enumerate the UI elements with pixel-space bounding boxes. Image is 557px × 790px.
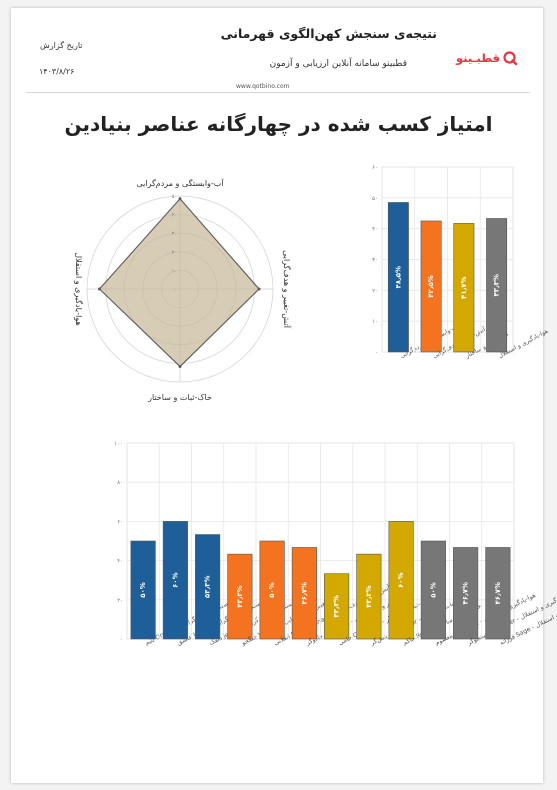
bar [388,521,414,640]
bar-data-label: ۴۳٫۳% [236,585,244,607]
y-tick-label: ۳۰ [372,258,378,264]
bar-data-label: ۵۳٫۳% [204,576,212,598]
bar-data-label: ۴۲٫۵% [427,275,435,297]
bar [195,534,221,640]
bar [453,547,479,640]
y-tick-label: ۰ [375,350,378,356]
bar [387,202,409,353]
radar-tick-label: ۴۰ [172,213,177,219]
brand-logo: قطبـینو [456,49,518,67]
bar-data-label: ۵۰% [268,582,276,598]
report-subtitle: قطبینو سامانه آنلاین ارزیابی و آزمون [269,59,407,69]
bar [227,553,253,640]
y-tick-label: ۲۰ [372,288,378,294]
bar [291,547,317,640]
y-tick-label: ۴۰ [117,559,123,565]
header-divider [26,92,530,93]
website-link[interactable]: www.qotbino.com [236,83,290,90]
bar-data-label: ۴۳٫۳% [365,585,373,607]
radar-tick-label: ۰ [174,287,177,293]
radar-axis-label: آتش-تغییر و هدف‌گرایی [282,250,292,329]
y-tick-label: ۴۰ [372,227,378,233]
bar-data-label: ۵۰% [139,582,147,598]
bar-data-label: ۴۳٫۳% [493,274,501,296]
logo-text: قطبـینو [456,51,500,65]
bar-data-label: ۶۰% [397,572,405,588]
radar-tick-label: ۳۰ [172,231,177,237]
report-page [11,8,543,783]
section-title: امتیاز کسب شده در چهارگانه عناصر بنیادین [64,112,493,136]
bar [162,521,188,640]
bar [420,540,446,640]
bar [420,220,442,353]
y-tick-label: ۰ [120,637,123,643]
bar-data-label: ۴۶٫۷% [462,582,470,604]
radar-point [178,365,182,369]
y-tick-label: ۱۰ [372,319,378,325]
logo-q-icon [503,51,518,66]
y-tick-label: ۵۰ [372,196,378,202]
bar-data-label: ۴۶٫۷% [300,582,308,604]
radar-axis-label: آب-وابستگی و مردم‌گرایی [136,178,224,188]
radar-tick-label: ۲۰ [172,250,177,256]
bar-data-label: ۴۸٫۵% [394,266,402,288]
report-date-label: تاریخ گزارش [40,41,83,50]
radar-axis-label: هوا-یادگیری و استقلال [74,252,84,326]
radar-point [97,287,101,291]
bar [130,540,156,640]
radar-tick-label: ۵۰ [172,194,177,200]
bar-data-label: ۵۰% [429,582,437,598]
radar-tick-label: ۱۰ [172,268,177,274]
bar [485,547,511,640]
bar [259,540,285,640]
bar [453,223,475,353]
report-title: نتیجه‌ی سنجش کهن‌الگوی قهرمانی [220,26,437,41]
y-tick-label: ۶۰ [117,519,123,525]
y-tick-label: ۱۰۰ [114,441,123,447]
bar-data-label: ۳۳٫۳% [333,595,341,617]
y-tick-label: ۸۰ [117,480,123,486]
report-date: ۱۴۰۳/۸/۲۶ [39,67,75,76]
y-tick-label: ۶۰ [372,165,378,171]
bar-data-label: ۶۰% [171,572,179,588]
radar-point [178,197,182,201]
bar [324,573,350,640]
bar [486,218,508,353]
bar [356,553,382,640]
bar-data-label: ۴۶٫۷% [494,582,502,604]
radar-point [257,287,261,291]
radar-axis-label: خاک-ثبات و ساختار [147,393,212,402]
bar-data-label: ۴۱٫۷% [460,276,468,298]
y-tick-label: ۲۰ [117,598,123,604]
